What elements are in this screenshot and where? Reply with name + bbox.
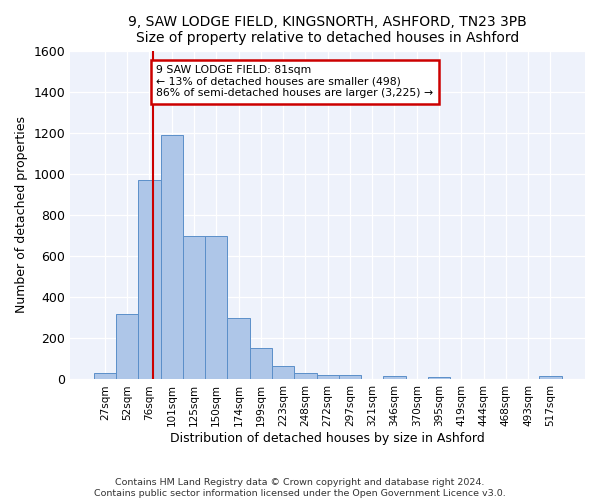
Text: 9 SAW LODGE FIELD: 81sqm
← 13% of detached houses are smaller (498)
86% of semi-: 9 SAW LODGE FIELD: 81sqm ← 13% of detach… (156, 65, 433, 98)
Bar (339, 376, 361, 380)
Y-axis label: Number of detached properties: Number of detached properties (15, 116, 28, 314)
Title: 9, SAW LODGE FIELD, KINGSNORTH, ASHFORD, TN23 3PB
Size of property relative to d: 9, SAW LODGE FIELD, KINGSNORTH, ASHFORD,… (128, 15, 527, 45)
Bar (539, 376, 562, 380)
Bar (227, 318, 250, 380)
Bar (272, 366, 294, 380)
X-axis label: Distribution of detached houses by size in Ashford: Distribution of detached houses by size … (170, 432, 485, 445)
Bar (205, 236, 227, 380)
Text: Contains HM Land Registry data © Crown copyright and database right 2024.
Contai: Contains HM Land Registry data © Crown c… (94, 478, 506, 498)
Bar (428, 378, 450, 380)
Bar (138, 180, 161, 380)
Bar (383, 376, 406, 380)
Bar (116, 314, 138, 380)
Bar (250, 348, 272, 380)
Bar (294, 374, 317, 380)
Bar (183, 236, 205, 380)
Bar (317, 376, 339, 380)
Bar (94, 374, 116, 380)
Bar (161, 135, 183, 380)
